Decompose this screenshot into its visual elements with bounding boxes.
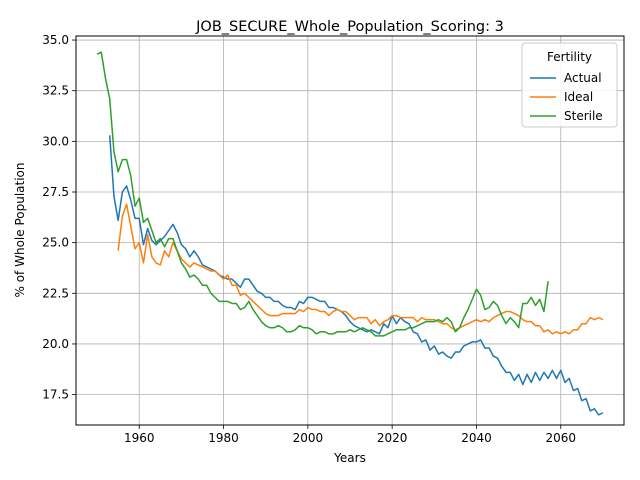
legend-title: Fertility bbox=[547, 50, 592, 64]
x-tick-label: 2000 bbox=[293, 431, 324, 445]
legend: Fertility Actual Ideal Sterile bbox=[521, 42, 618, 128]
y-axis-title: % of Whole Population bbox=[13, 163, 27, 298]
x-axis-title: Years bbox=[333, 451, 366, 465]
legend-label-ideal: Ideal bbox=[564, 90, 593, 104]
y-tick-label: 35.0 bbox=[42, 33, 69, 47]
legend-label-sterile: Sterile bbox=[564, 109, 603, 123]
plot-area-frame bbox=[75, 35, 625, 426]
x-tick-label: 2060 bbox=[545, 431, 576, 445]
x-tick-label: 2020 bbox=[377, 431, 408, 445]
series-line-actual bbox=[108, 135, 604, 416]
x-tick-label: 1960 bbox=[124, 431, 155, 445]
y-tick-label: 17.5 bbox=[42, 388, 69, 402]
y-tick-label: 30.0 bbox=[42, 134, 69, 148]
y-tick-label: 20.0 bbox=[42, 337, 69, 351]
series-line-ideal bbox=[117, 203, 604, 335]
y-tick-label: 27.5 bbox=[42, 185, 69, 199]
series-lines bbox=[96, 51, 604, 416]
y-tick-label: 32.5 bbox=[42, 84, 69, 98]
x-tick-label: 1980 bbox=[208, 431, 239, 445]
grid-lines bbox=[76, 36, 624, 425]
x-tick-label: 2040 bbox=[461, 431, 492, 445]
legend-label-actual: Actual bbox=[564, 71, 602, 85]
y-tick-label: 22.5 bbox=[42, 286, 69, 300]
x-axis: 1960 1980 2000 2020 2040 2060 bbox=[124, 425, 576, 445]
legend-box bbox=[521, 42, 618, 128]
legend-entries: Actual Ideal Sterile bbox=[530, 71, 603, 123]
y-tick-label: 25.0 bbox=[42, 236, 69, 250]
y-axis: 17.5 20.0 22.5 25.0 27.5 30.0 32.5 35.0 bbox=[42, 33, 76, 402]
chart-title: JOB_SECURE_Whole_Population_Scoring: 3 bbox=[195, 19, 504, 35]
series-line-sterile bbox=[96, 51, 549, 337]
